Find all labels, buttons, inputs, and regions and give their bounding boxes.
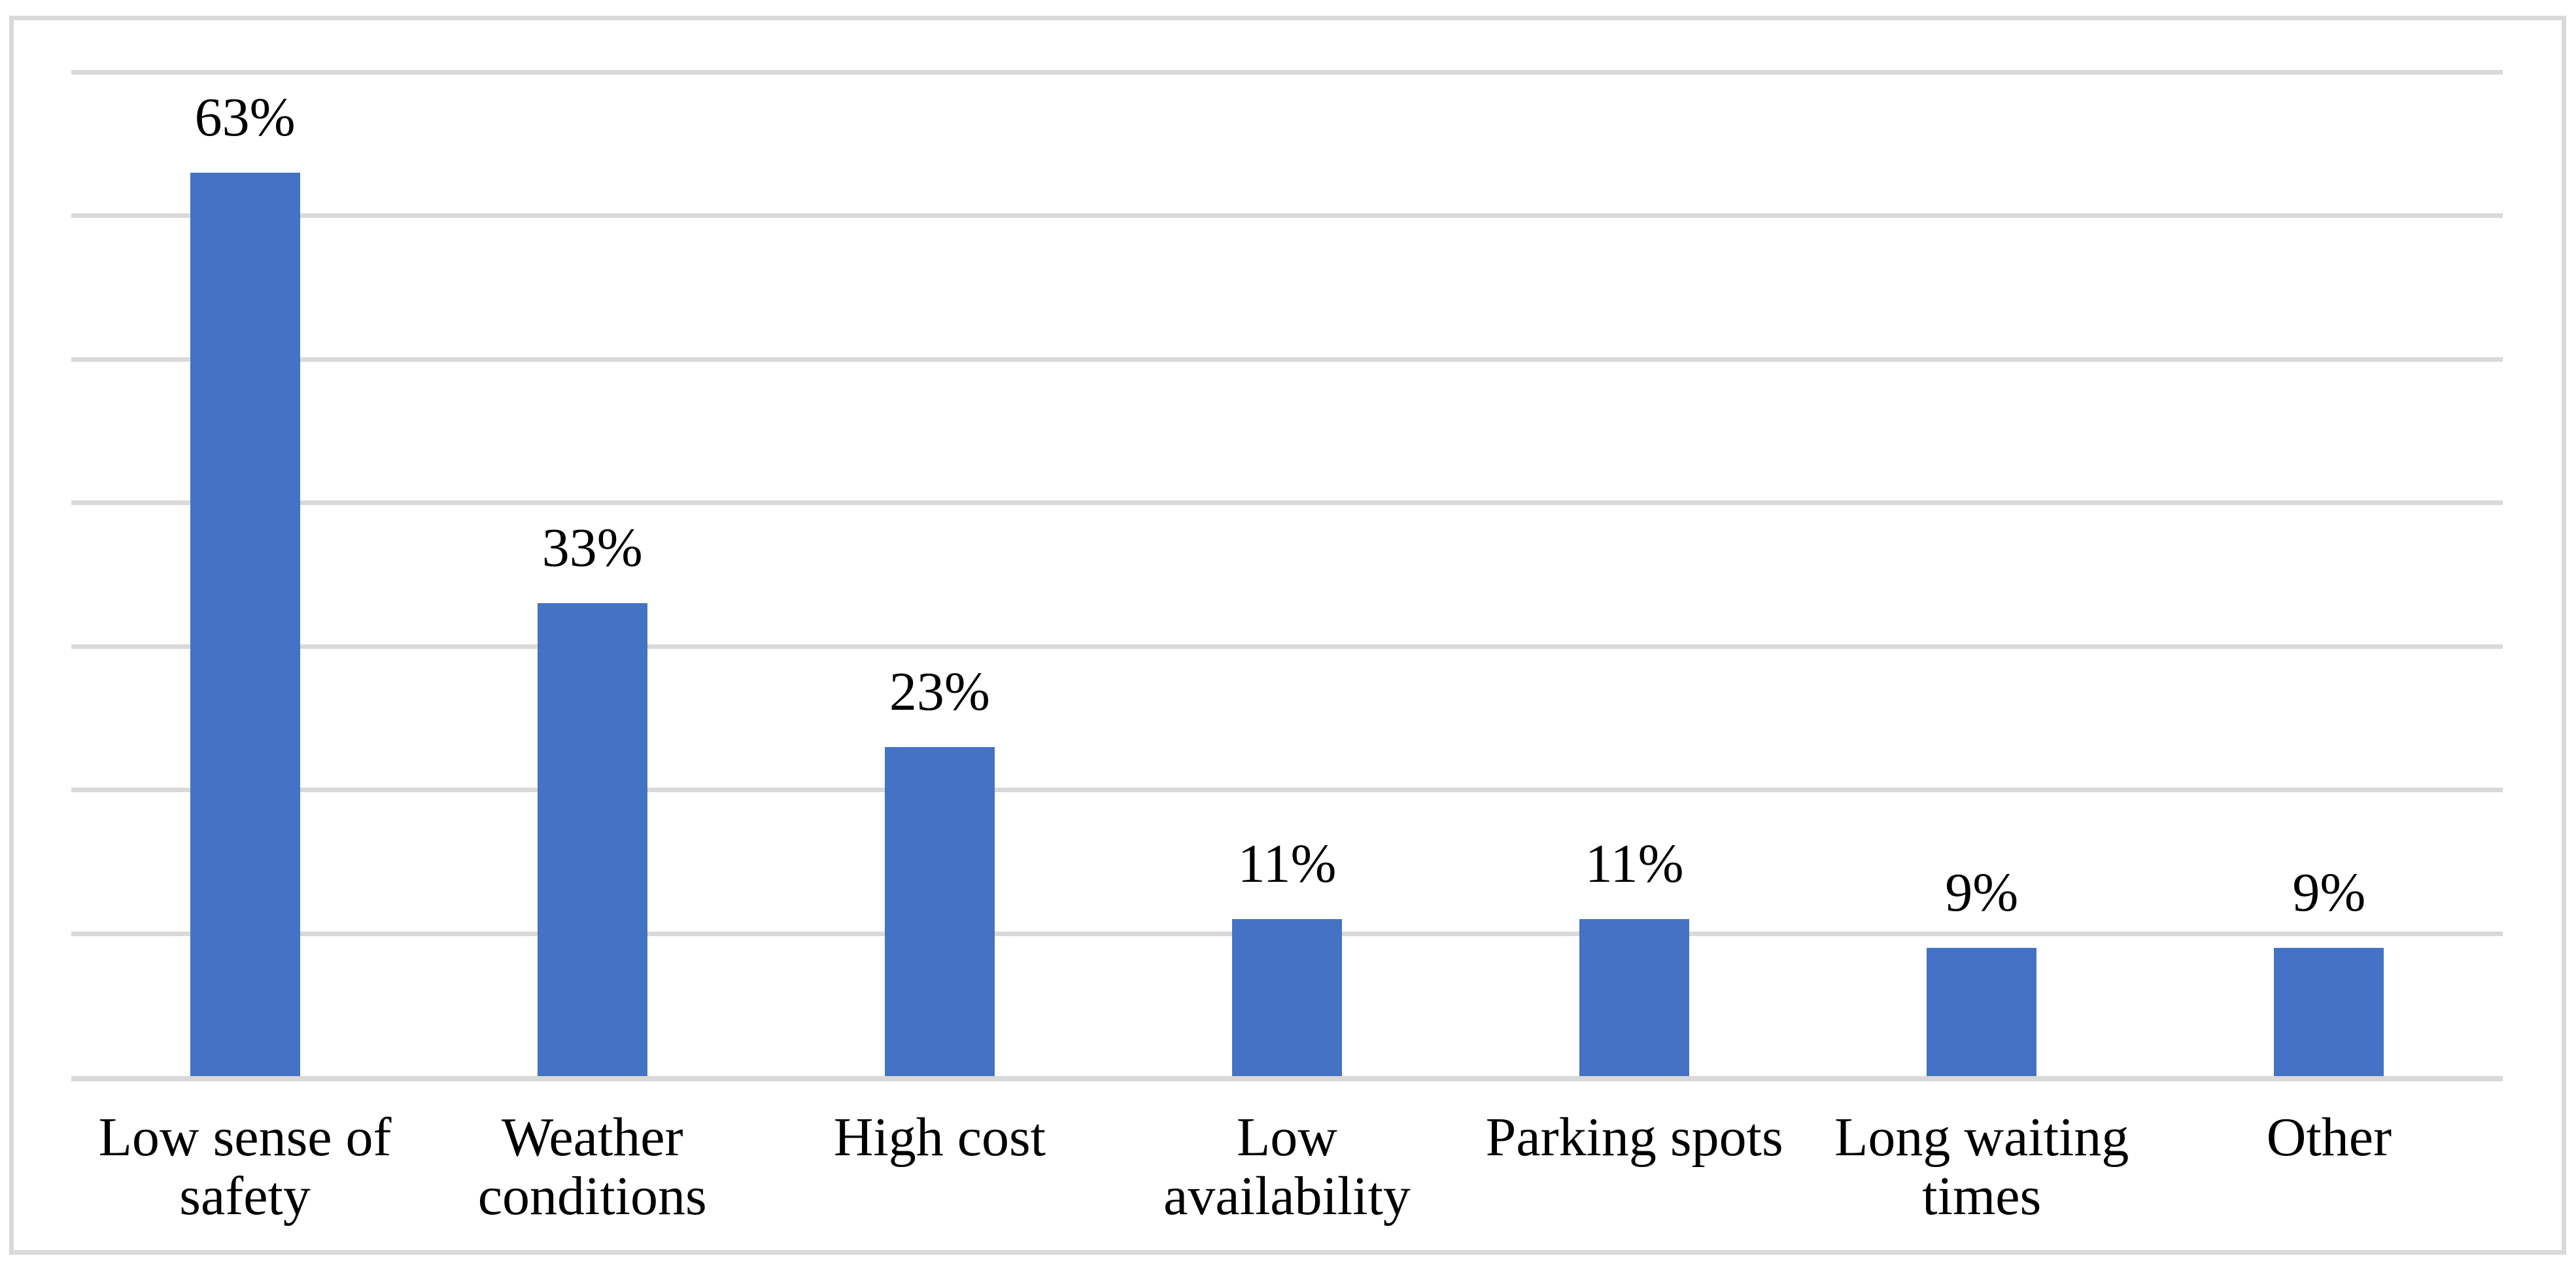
x-axis-label-line: Low sense of	[98, 1107, 392, 1168]
bar-other	[2274, 948, 2384, 1080]
gridline-40pct	[71, 500, 2503, 506]
data-label: 11%	[1237, 833, 1337, 895]
bar-parking-spots	[1579, 919, 1690, 1080]
x-axis-label: Low availability	[1113, 1108, 1460, 1226]
x-axis-label: Low sense of safety	[71, 1108, 419, 1226]
data-label: 9%	[1945, 862, 2019, 924]
gridline-70pct	[71, 69, 2503, 75]
data-label: 63%	[194, 86, 296, 148]
gridline-20pct	[71, 788, 2503, 793]
gridline-60pct	[71, 213, 2503, 218]
x-axis-label: Parking spots	[1461, 1108, 1808, 1167]
gridline-30pct	[71, 644, 2503, 649]
x-axis-label-line: Parking spots	[1485, 1107, 1783, 1168]
x-axis-label-line: times	[1922, 1166, 2042, 1227]
x-axis-label: Other	[2155, 1108, 2503, 1167]
data-label: 9%	[2292, 862, 2366, 924]
bar-weather-conditions	[537, 603, 647, 1080]
data-label: 33%	[541, 517, 643, 579]
x-axis-label: Long waiting times	[1808, 1108, 2155, 1226]
x-axis-label-line: Long waiting	[1834, 1107, 2129, 1168]
x-axis-label-line: Low availability	[1163, 1107, 1411, 1227]
gridline-50pct	[71, 357, 2503, 362]
x-axis-label-line: Other	[2266, 1107, 2392, 1168]
x-axis-label-line: safety	[179, 1166, 311, 1227]
bar-long-waiting-times	[1927, 948, 2037, 1080]
x-axis-label: High cost	[766, 1108, 1113, 1167]
x-axis-line	[71, 1076, 2503, 1081]
bar-high-cost	[884, 747, 995, 1080]
bar-low-availability	[1232, 919, 1342, 1080]
x-axis-label: Weather conditions	[419, 1108, 766, 1226]
data-label: 11%	[1585, 833, 1684, 895]
x-axis-label-line: conditions	[477, 1166, 707, 1227]
x-axis-label-line: Weather	[501, 1107, 683, 1168]
x-axis-label-line: High cost	[833, 1107, 1046, 1168]
bar-low-sense-of-safety	[190, 172, 300, 1080]
data-label: 23%	[889, 661, 990, 723]
